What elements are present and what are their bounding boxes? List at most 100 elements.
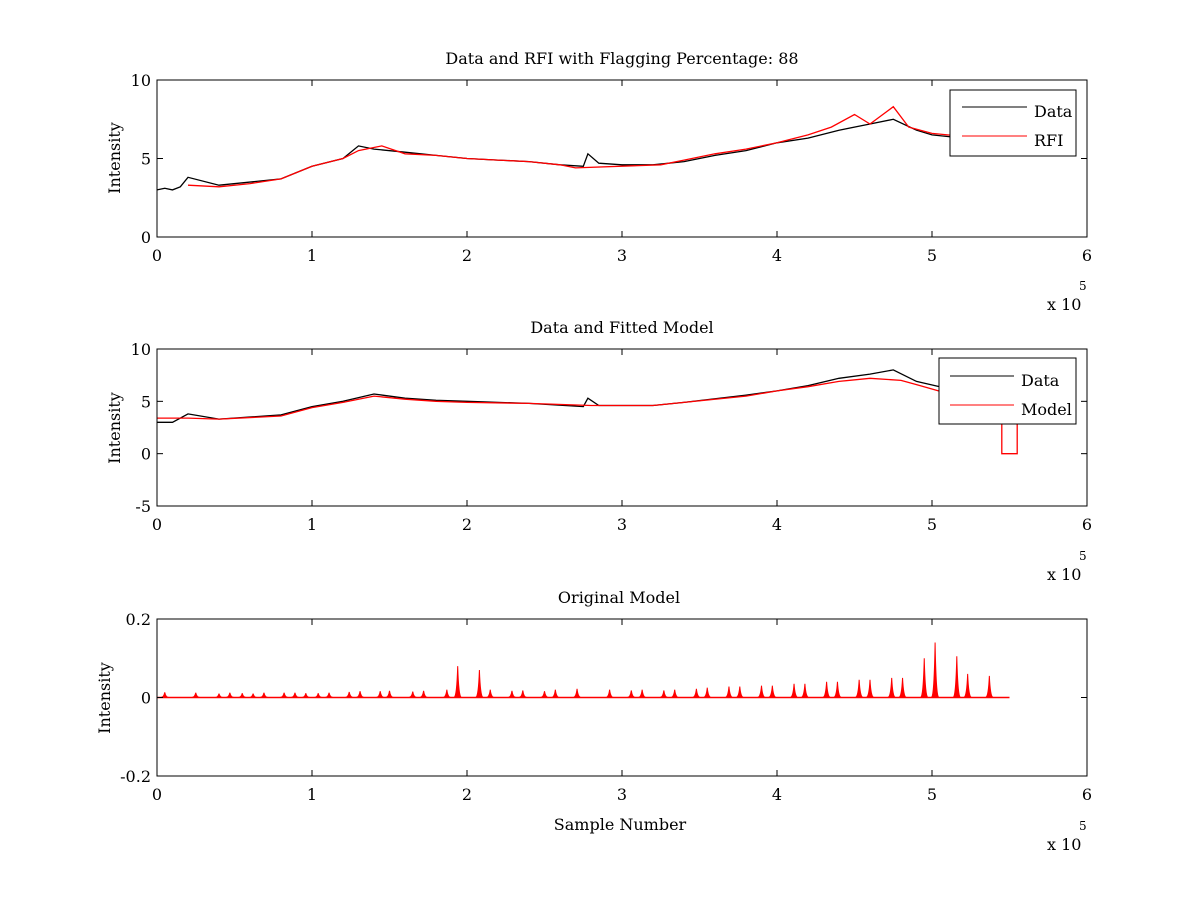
x-tick-label: 4 [772, 515, 782, 534]
series-spike [355, 691, 365, 698]
series-line-rfi [187, 105, 964, 188]
tick-layer: 0 1 2 3 4 5 6-0.200.2 [120, 610, 1092, 804]
series-spike [670, 689, 679, 698]
x-tick-label: 4 [772, 246, 782, 265]
y-tick-label: 5 [141, 392, 151, 411]
y-tick-label: 5 [141, 150, 151, 169]
legend-box [949, 89, 1077, 157]
series-spike [985, 675, 994, 698]
x-exponent-power: 5 [1079, 279, 1087, 293]
x-tick-label: 1 [307, 515, 317, 534]
series-line-data [157, 369, 940, 423]
x-tick-label: 0 [152, 246, 162, 265]
legend: Data Model [938, 357, 1077, 425]
plot-fitted-model: Data and Fitted Model Intensity 0 1 2 3 4 5 6 -… [105, 318, 1092, 584]
series-spike [325, 692, 334, 698]
y-tick-label: 10 [131, 71, 151, 90]
x-tick-label: 5 [927, 246, 937, 265]
x-exponent-base: x 10 [1047, 295, 1081, 314]
x-exponent-power: 5 [1079, 819, 1087, 833]
x-tick-label: 6 [1082, 785, 1092, 804]
series-spike [703, 687, 712, 698]
series-spike [757, 685, 766, 698]
plot-title: Data and RFI with Flagging Percentage: 8… [445, 49, 798, 68]
series-spike [551, 689, 560, 698]
y-tick-label: -5 [135, 497, 151, 516]
y-tick-label: 0 [141, 228, 151, 247]
series-spike [419, 690, 428, 698]
series-spike [442, 689, 451, 698]
x-tick-label: 5 [927, 515, 937, 534]
x-axis-label: Sample Number [554, 815, 687, 834]
y-tick-label: -0.2 [120, 767, 151, 786]
series-spike [789, 683, 799, 698]
series-spike [225, 692, 234, 698]
series-spike [768, 685, 777, 698]
series-spike [930, 642, 940, 698]
x-tick-label: 0 [152, 785, 162, 804]
series-spike [238, 693, 247, 698]
series-spike [376, 691, 385, 698]
x-tick-label: 6 [1082, 515, 1092, 534]
legend: Data RFI [949, 89, 1077, 157]
series-spike [887, 677, 896, 698]
series-spike [518, 690, 527, 698]
series-spike [659, 690, 668, 698]
series-spike [259, 692, 268, 698]
x-tick-label: 3 [617, 246, 627, 265]
series-spike [627, 690, 636, 698]
plot-title: Data and Fitted Model [530, 318, 713, 337]
x-tick-label: 3 [617, 785, 627, 804]
x-exponent: x 10 5 [1047, 819, 1087, 854]
series-spike [865, 679, 875, 698]
series-spike [249, 693, 258, 698]
series-spike [345, 691, 354, 698]
series-spike [290, 692, 299, 698]
series-spike [952, 656, 962, 698]
x-tick-label: 1 [307, 785, 317, 804]
series-line-data [156, 118, 964, 191]
x-exponent: x 10 5 [1047, 549, 1087, 584]
series-spike [475, 670, 484, 698]
series-spike [191, 692, 200, 698]
x-tick-label: 2 [462, 785, 472, 804]
series-spike [540, 691, 549, 698]
series-spike [692, 688, 701, 698]
x-exponent-base: x 10 [1047, 835, 1081, 854]
legend-label-rfi: RFI [1034, 131, 1063, 150]
series-spike [314, 693, 323, 698]
series-spike [605, 689, 614, 698]
tick-layer: 0 1 2 3 4 5 6 0 5 10 [131, 71, 1092, 265]
x-tick-label: 5 [927, 785, 937, 804]
y-axis-label: Intensity [105, 392, 124, 464]
series-spike [833, 681, 842, 698]
x-tick-label: 2 [462, 246, 472, 265]
y-tick-label: 10 [131, 340, 151, 359]
plot-original-model: Original Model Intensity 0 1 2 3 4 5 6-0.200.2… [95, 588, 1092, 854]
series-spike [507, 690, 517, 698]
series-spike [735, 686, 744, 698]
series-spike [800, 683, 810, 698]
series-layer [156, 105, 964, 191]
series-spike [638, 689, 647, 698]
x-exponent: x 10 5 [1047, 279, 1087, 314]
series-spike [724, 686, 734, 698]
x-tick-label: 6 [1082, 246, 1092, 265]
x-tick-label: 0 [152, 515, 162, 534]
series-spike [214, 693, 224, 698]
y-tick-label: 0.2 [126, 610, 151, 629]
legend-label-data: Data [1034, 102, 1073, 121]
x-exponent-base: x 10 [1047, 565, 1081, 584]
plot-title: Original Model [558, 588, 680, 607]
series-layer [157, 642, 1010, 699]
series-spike [486, 689, 495, 698]
y-tick-label: 0 [141, 689, 151, 708]
series-spike [280, 692, 289, 698]
series-spike [572, 688, 582, 698]
x-tick-label: 2 [462, 515, 472, 534]
series-spike [898, 677, 907, 698]
series-spike [453, 666, 462, 698]
x-tick-label: 4 [772, 785, 782, 804]
